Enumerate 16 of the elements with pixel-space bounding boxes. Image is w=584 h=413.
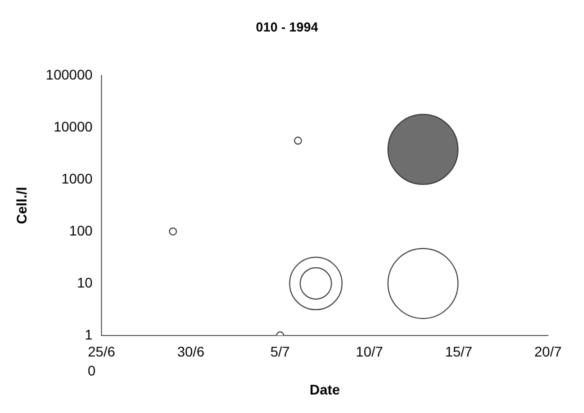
x-tick-label: 5/7 — [270, 344, 290, 360]
x-tick-label: 10/7 — [356, 344, 384, 360]
x-tick-label: 15/7 — [445, 344, 473, 360]
x-tick-label: 20/7 — [534, 344, 562, 360]
chart-title: 010 - 1994 — [256, 19, 319, 34]
y-tick-label: 100 — [69, 222, 93, 238]
x-tick-label: 25/6 — [88, 344, 116, 360]
x-tick-label: 30/6 — [177, 344, 205, 360]
x-axis-title: Date — [310, 381, 340, 398]
y-tick-label: 10000 — [54, 118, 93, 134]
y-axis-title: Cell./l — [13, 186, 30, 224]
text: 0 — [88, 362, 96, 378]
y-tick-label: 10 — [76, 274, 93, 290]
y-tick-label: 1 — [84, 326, 93, 342]
y-tick-label: 1000 — [61, 170, 93, 186]
y-tick-label: 100000 — [46, 66, 93, 82]
